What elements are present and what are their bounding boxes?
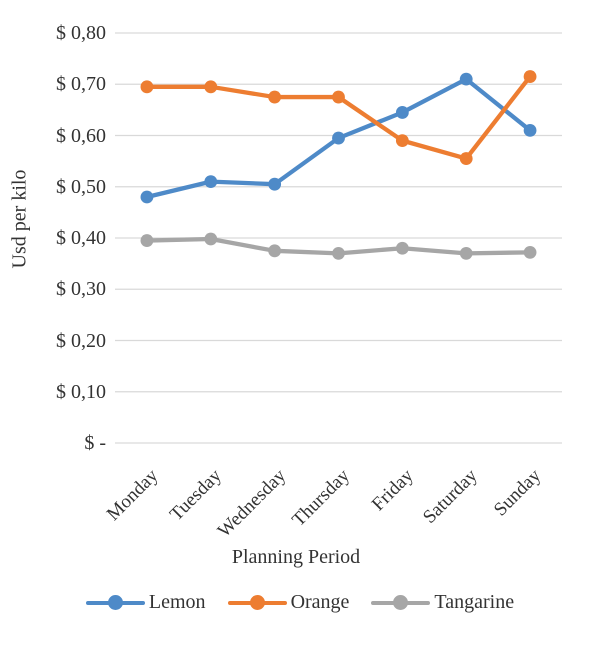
y-tick-label: $ 0,40	[56, 227, 106, 249]
legend-line-marker-icon	[85, 594, 145, 611]
y-tick-label: $ 0,60	[56, 124, 106, 147]
data-point-lemon-sunday	[523, 123, 537, 137]
data-point-orange-sunday	[523, 70, 537, 83]
legend-dot	[107, 594, 123, 610]
legend-label: Tangarine	[434, 591, 515, 613]
x-axis-title: Planning Period	[231, 546, 361, 568]
data-point-tangarine-tuesday	[204, 232, 218, 246]
data-point-tangarine-thursday	[332, 246, 345, 260]
data-point-orange-saturday	[459, 152, 473, 165]
data-point-lemon-saturday	[459, 72, 473, 86]
data-point-lemon-thursday	[332, 131, 345, 145]
legend-dot	[393, 594, 409, 610]
y-axis-title: Usd per kilo	[8, 169, 31, 269]
data-point-tangarine-wednesday	[268, 244, 282, 258]
data-point-orange-thursday	[332, 90, 345, 104]
data-point-tangarine-friday	[395, 241, 409, 255]
legend-item-tangarine: Tangarine	[371, 591, 514, 614]
data-point-orange-monday	[140, 80, 154, 94]
data-point-orange-tuesday	[204, 80, 218, 94]
y-tick-label: $ 0,70	[56, 73, 106, 96]
data-point-lemon-tuesday	[204, 175, 218, 189]
data-point-tangarine-monday	[140, 234, 154, 247]
y-tick-label: $ 0,50	[56, 175, 106, 198]
data-point-orange-wednesday	[268, 90, 282, 104]
y-tick-label: $ -	[84, 432, 106, 454]
y-tick-label: $ 0,80	[56, 22, 106, 44]
legend-label: Lemon	[148, 591, 206, 613]
legend: Lemon Orange Tangarine	[0, 591, 600, 614]
series-line-orange	[144, 74, 533, 161]
data-point-tangarine-sunday	[523, 245, 537, 259]
legend-label: Orange	[290, 591, 350, 613]
data-point-tangarine-saturday	[459, 246, 473, 260]
legend-line-marker-icon	[371, 594, 431, 611]
y-tick-label: $ 0,10	[56, 380, 106, 403]
series-orange	[140, 70, 537, 165]
data-point-orange-friday	[395, 134, 409, 148]
legend-line-marker-icon	[227, 594, 287, 611]
y-tick-label: $ 0,30	[56, 278, 106, 301]
series-lemon	[140, 72, 537, 204]
legend-dot	[249, 594, 265, 610]
data-point-lemon-wednesday	[268, 177, 282, 191]
legend-item-orange: Orange	[227, 591, 350, 614]
series-tangarine	[140, 232, 537, 260]
data-point-lemon-friday	[395, 106, 409, 119]
y-tick-label: $ 0,20	[56, 329, 106, 352]
legend-item-lemon: Lemon	[85, 591, 206, 614]
data-point-lemon-monday	[140, 190, 154, 204]
